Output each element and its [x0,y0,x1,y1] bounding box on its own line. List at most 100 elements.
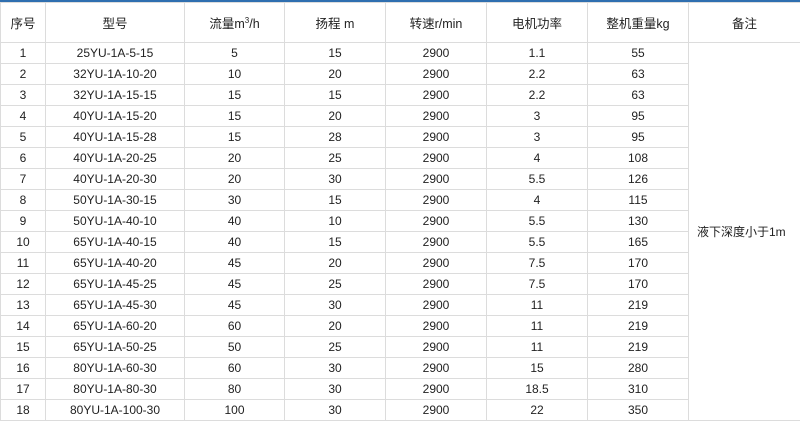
table-row: 7 40YU-1A-20-30 20 30 2900 5.5 126 [0,168,800,190]
table-row: 8 50YU-1A-30-15 30 15 2900 4 115 [0,189,800,211]
cell-flow: 45 [184,294,285,316]
cell-power: 4 [486,147,588,169]
cell-no: 18 [0,399,46,421]
cell-model: 25YU-1A-5-15 [45,42,185,64]
cell-model: 32YU-1A-15-15 [45,84,185,106]
cell-flow: 20 [184,147,285,169]
cell-speed: 2900 [385,336,487,358]
table-row: 14 65YU-1A-60-20 60 20 2900 11 219 [0,315,800,337]
table-row: 13 65YU-1A-45-30 45 30 2900 11 219 [0,294,800,316]
top-accent-bar [0,0,800,2]
cell-head: 25 [284,147,386,169]
cell-power: 7.5 [486,252,588,274]
cell-weight: 63 [587,84,689,106]
cell-flow: 45 [184,273,285,295]
cell-speed: 2900 [385,189,487,211]
cell-speed: 2900 [385,231,487,253]
cell-speed: 2900 [385,168,487,190]
table-row: 16 80YU-1A-60-30 60 30 2900 15 280 [0,357,800,379]
cell-head: 30 [284,168,386,190]
table-row: 1 25YU-1A-5-15 5 15 2900 1.1 55 液下深度小于1m [0,42,800,421]
cell-flow: 40 [184,210,285,232]
table-row: 10 65YU-1A-40-15 40 15 2900 5.5 165 [0,231,800,253]
cell-flow: 40 [184,231,285,253]
cell-model: 65YU-1A-40-20 [45,252,185,274]
cell-model: 40YU-1A-20-30 [45,168,185,190]
cell-weight: 280 [587,357,689,379]
table-row: 9 50YU-1A-40-10 40 10 2900 5.5 130 [0,210,800,232]
table-row: 5 40YU-1A-15-28 15 28 2900 3 95 [0,126,800,148]
cell-weight: 95 [587,126,689,148]
cell-no: 1 [0,42,46,64]
table-row: 3 32YU-1A-15-15 15 15 2900 2.2 63 [0,84,800,106]
table-row: 11 65YU-1A-40-20 45 20 2900 7.5 170 [0,252,800,274]
cell-power: 1.1 [486,42,588,64]
table-row: 6 40YU-1A-20-25 20 25 2900 4 108 [0,147,800,169]
table-row: 18 80YU-1A-100-30 100 30 2900 22 350 [0,399,800,421]
cell-head: 15 [284,84,386,106]
cell-no: 12 [0,273,46,295]
cell-weight: 95 [587,105,689,127]
cell-no: 6 [0,147,46,169]
table-row: 12 65YU-1A-45-25 45 25 2900 7.5 170 [0,273,800,295]
cell-weight: 165 [587,231,689,253]
cell-speed: 2900 [385,147,487,169]
cell-speed: 2900 [385,63,487,85]
cell-note: 液下深度小于1m [688,42,800,421]
cell-flow: 5 [184,42,285,64]
cell-head: 30 [284,378,386,400]
cell-weight: 219 [587,294,689,316]
cell-model: 65YU-1A-45-30 [45,294,185,316]
cell-speed: 2900 [385,42,487,64]
cell-no: 3 [0,84,46,106]
cell-flow: 100 [184,399,285,421]
cell-speed: 2900 [385,294,487,316]
header-power: 电机功率 [486,2,588,43]
cell-weight: 130 [587,210,689,232]
header-speed: 转速r/min [385,2,487,43]
cell-power: 2.2 [486,84,588,106]
cell-weight: 219 [587,336,689,358]
cell-head: 15 [284,42,386,64]
cell-speed: 2900 [385,399,487,421]
cell-head: 28 [284,126,386,148]
cell-model: 32YU-1A-10-20 [45,63,185,85]
table-row: 4 40YU-1A-15-20 15 20 2900 3 95 [0,105,800,127]
cell-model: 40YU-1A-15-28 [45,126,185,148]
cell-head: 20 [284,315,386,337]
cell-power: 5.5 [486,210,588,232]
cell-speed: 2900 [385,315,487,337]
cell-power: 7.5 [486,273,588,295]
cell-model: 80YU-1A-100-30 [45,399,185,421]
cell-weight: 219 [587,315,689,337]
cell-model: 65YU-1A-45-25 [45,273,185,295]
cell-speed: 2900 [385,105,487,127]
cell-speed: 2900 [385,357,487,379]
header-flow: 流量m3/h [184,2,285,43]
cell-model: 65YU-1A-40-15 [45,231,185,253]
cell-weight: 115 [587,189,689,211]
header-note: 备注 [688,2,800,43]
cell-no: 9 [0,210,46,232]
cell-speed: 2900 [385,273,487,295]
cell-power: 5.5 [486,231,588,253]
cell-weight: 63 [587,63,689,85]
cell-no: 4 [0,105,46,127]
cell-head: 30 [284,294,386,316]
cell-no: 16 [0,357,46,379]
header-head: 扬程 m [284,2,386,43]
header-model: 型号 [45,2,185,43]
cell-flow: 20 [184,168,285,190]
cell-no: 14 [0,315,46,337]
cell-head: 25 [284,273,386,295]
table-row: 17 80YU-1A-80-30 80 30 2900 18.5 310 [0,378,800,400]
cell-flow: 15 [184,126,285,148]
cell-power: 4 [486,189,588,211]
cell-weight: 55 [587,42,689,64]
cell-flow: 60 [184,315,285,337]
cell-speed: 2900 [385,126,487,148]
cell-model: 50YU-1A-30-15 [45,189,185,211]
cell-no: 11 [0,252,46,274]
cell-head: 15 [284,231,386,253]
